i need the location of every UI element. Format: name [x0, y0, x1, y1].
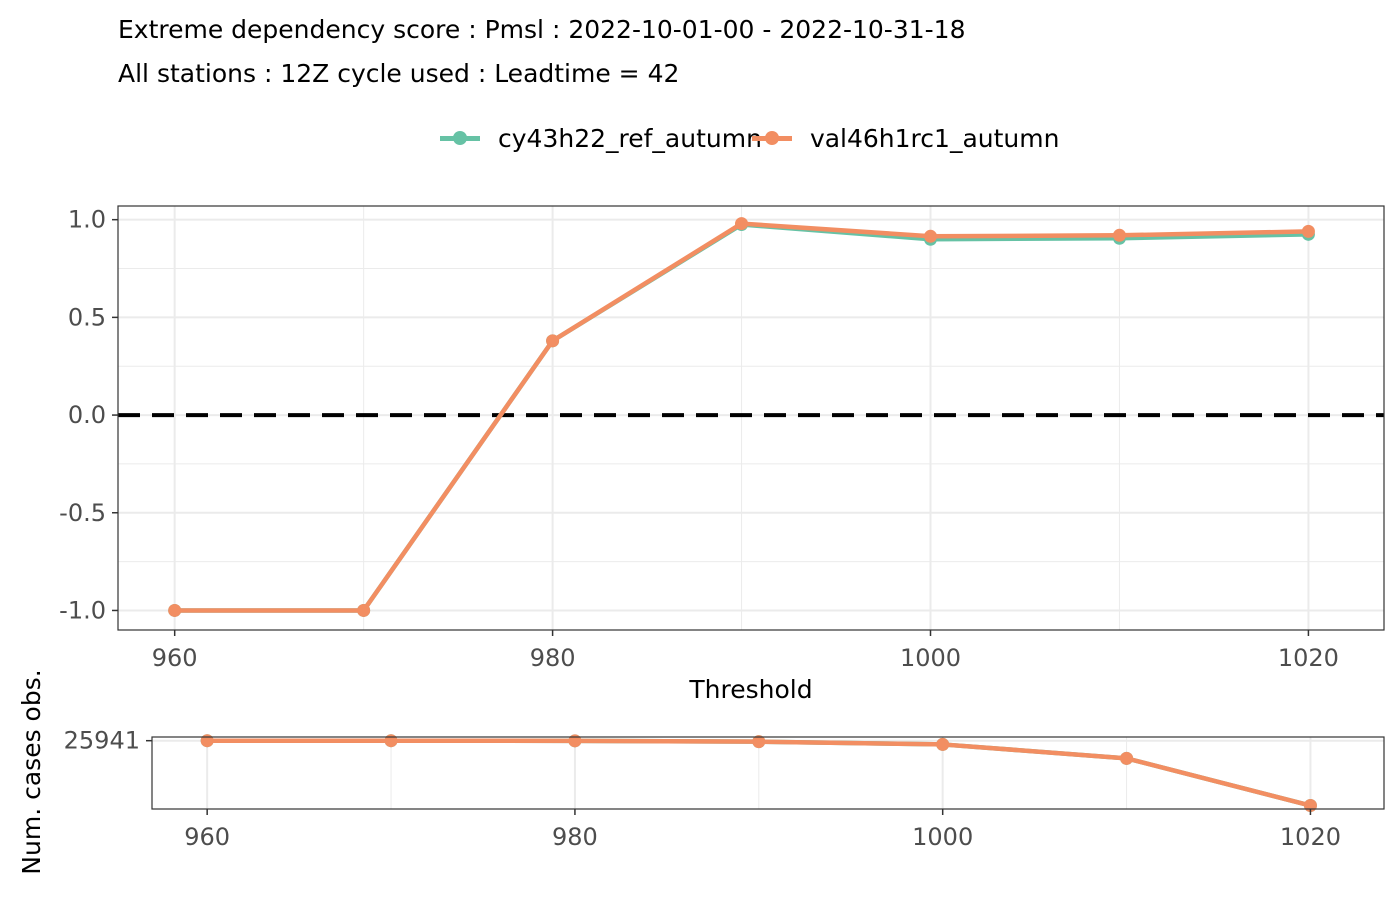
legend-item-val: val46h1rc1_autumn	[751, 123, 1060, 153]
y-tick-label: -0.5	[59, 499, 106, 527]
y-tick-label: 25941	[64, 727, 140, 755]
y-tick-label: 0.0	[68, 401, 106, 429]
y-axis-title: Num. cases obs.	[17, 669, 46, 874]
legend-key-ref	[440, 128, 480, 148]
panel-1: 960 980 1000 1020 -1.0 -0.5 0.0 0.5 1.0 Threshold	[59, 205, 1385, 704]
x-tick-label: 1020	[1278, 644, 1339, 672]
legend-item-ref: cy43h22_ref_autumn	[440, 124, 762, 153]
y-tick-label: -1.0	[59, 596, 106, 624]
data-point-val	[1301, 224, 1315, 238]
legend-label-val: val46h1rc1_autumn	[809, 123, 1060, 153]
legend-key-val	[751, 128, 792, 148]
data-point-val	[357, 603, 371, 617]
chart-title-block: Extreme dependency score : Pmsl : 2022-1…	[118, 8, 965, 96]
x-axis-title: Threshold	[688, 675, 812, 704]
x-tick-label: 1020	[1280, 823, 1341, 851]
x-tick-label: 980	[552, 823, 598, 851]
legend: cy43h22_ref_autumn val46h1rc1_autumn	[440, 118, 1059, 158]
panel-border	[151, 736, 1385, 810]
data-point-val	[1112, 228, 1126, 242]
data-point-val	[168, 603, 182, 617]
chart-subtitle: All stations : 12Z cycle used : Leadtime…	[118, 59, 680, 88]
x-tick-label: 1000	[912, 823, 973, 851]
panel-border	[117, 205, 1385, 631]
x-tick-label: 980	[530, 644, 576, 672]
y-tick-label: 0.5	[68, 303, 106, 331]
data-point-val	[735, 217, 749, 231]
data-point-val	[200, 734, 214, 748]
data-point-val	[546, 334, 560, 348]
data-point-val	[936, 737, 950, 751]
panel-2: 960 980 1000 1020 25941 Num. cases obs.	[17, 669, 1385, 875]
y-tick-label: 1.0	[68, 206, 106, 234]
chart-title: Extreme dependency score : Pmsl : 2022-1…	[118, 15, 966, 44]
data-point-val	[568, 734, 582, 748]
legend-label-ref: cy43h22_ref_autumn	[498, 123, 762, 153]
data-point-val	[1120, 751, 1134, 765]
x-tick-label: 1000	[900, 644, 961, 672]
data-point-val	[752, 735, 766, 749]
data-point-val	[384, 734, 398, 748]
x-tick-label: 960	[152, 644, 198, 672]
x-tick-label: 960	[184, 823, 230, 851]
data-point-val	[924, 229, 938, 243]
